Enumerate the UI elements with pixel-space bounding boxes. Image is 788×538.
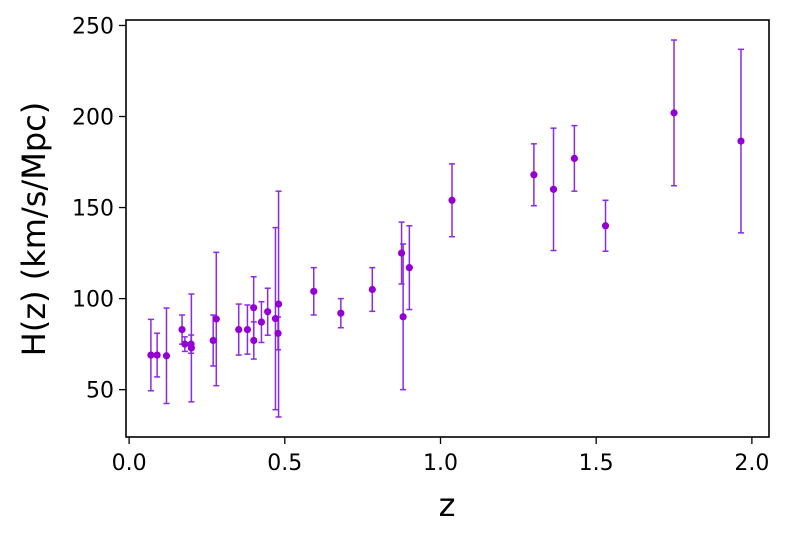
point-layer bbox=[147, 109, 745, 360]
data-point-22 bbox=[399, 313, 407, 321]
data-point-4 bbox=[181, 340, 189, 348]
x-tick-label-1: 0.5 bbox=[267, 451, 302, 476]
data-point-19 bbox=[337, 309, 345, 317]
data-point-20 bbox=[368, 285, 376, 294]
data-point-0 bbox=[147, 351, 155, 359]
data-point-3 bbox=[178, 325, 186, 334]
x-axis: 0.0 0.5 1.0 1.5 2.0 bbox=[112, 437, 769, 476]
x-tick-label-2: 1.0 bbox=[423, 451, 458, 476]
data-point-23 bbox=[405, 264, 413, 272]
data-point-29 bbox=[670, 109, 678, 117]
data-point-15 bbox=[271, 315, 280, 323]
y-tick-label-0: 50 bbox=[86, 379, 114, 404]
errorbar-layer bbox=[147, 39, 744, 418]
data-point-18 bbox=[310, 287, 318, 295]
y-tick-label-1: 100 bbox=[72, 288, 114, 313]
data-point-8 bbox=[212, 315, 220, 323]
x-tick-label-4: 2.0 bbox=[734, 451, 769, 476]
x-axis-title: z bbox=[439, 486, 456, 524]
data-point-24 bbox=[448, 196, 456, 204]
data-point-11 bbox=[250, 304, 258, 312]
data-point-30 bbox=[737, 137, 745, 145]
data-point-2 bbox=[162, 352, 171, 360]
plot-frame bbox=[125, 19, 770, 438]
data-point-27 bbox=[570, 154, 578, 162]
y-axis: 50 100 150 200 250 bbox=[72, 14, 126, 404]
data-point-9 bbox=[235, 325, 243, 334]
y-tick-label-2: 150 bbox=[72, 197, 114, 222]
data-point-6 bbox=[187, 344, 195, 352]
y-axis-title: H(z) (km/s/Mpc) bbox=[15, 102, 53, 356]
data-point-13 bbox=[257, 318, 266, 326]
y-tick-label-3: 200 bbox=[72, 106, 114, 131]
x-tick-label-0: 0.0 bbox=[112, 451, 147, 476]
data-point-7 bbox=[209, 336, 217, 345]
x-tick-label-3: 1.5 bbox=[579, 451, 614, 476]
data-point-16 bbox=[274, 329, 282, 337]
data-point-12 bbox=[250, 336, 258, 345]
data-point-28 bbox=[601, 222, 610, 230]
data-point-26 bbox=[549, 185, 558, 193]
data-point-25 bbox=[530, 171, 538, 179]
data-point-10 bbox=[243, 325, 252, 334]
data-point-21 bbox=[397, 249, 406, 257]
data-point-14 bbox=[264, 308, 272, 316]
y-tick-label-4: 250 bbox=[72, 14, 114, 39]
data-point-17 bbox=[274, 300, 283, 308]
data-point-1 bbox=[153, 351, 161, 359]
